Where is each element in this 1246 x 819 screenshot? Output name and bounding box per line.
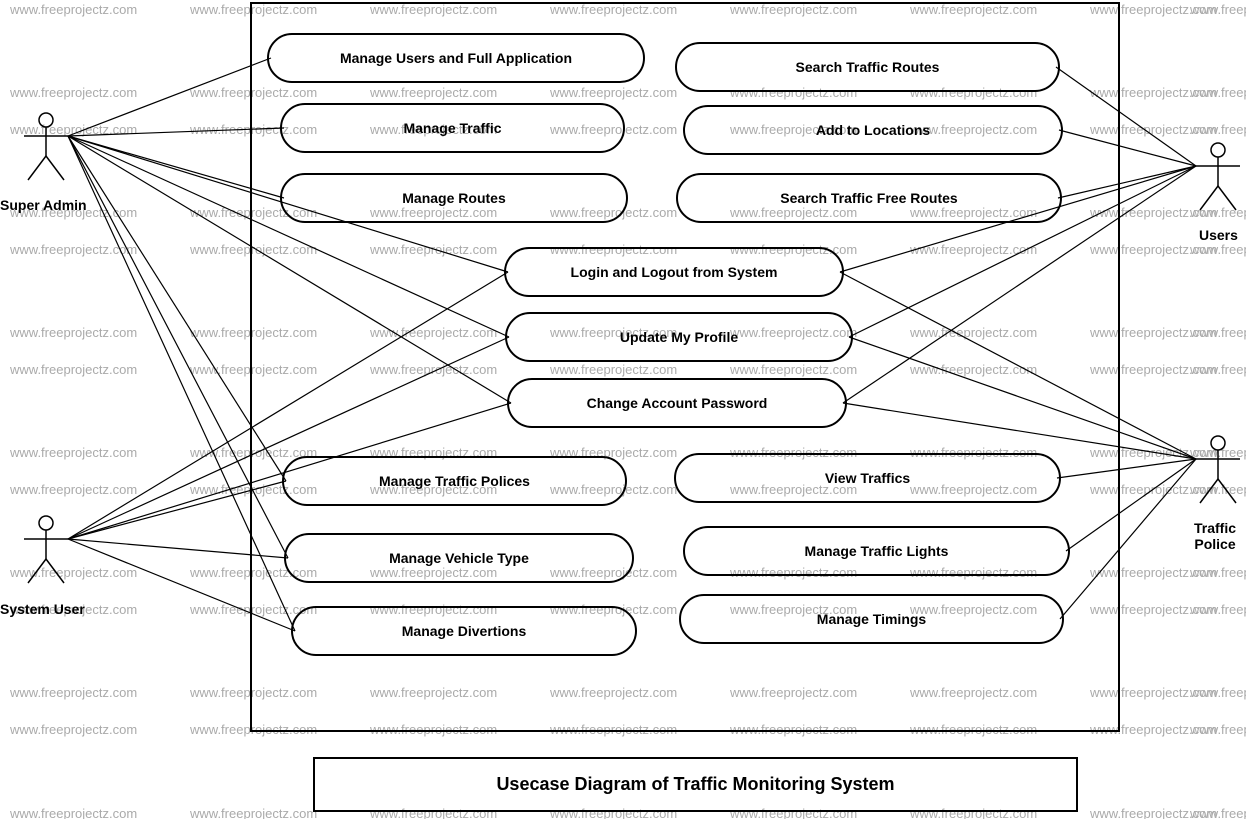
usecase-uc9: Change Account Password bbox=[507, 378, 847, 428]
actor-label-system-user: System User bbox=[0, 601, 85, 617]
actor-label-users: Users bbox=[1199, 227, 1238, 243]
usecase-uc2: Manage Traffic bbox=[280, 103, 625, 153]
watermark-text: www.freeprojectz.com bbox=[10, 445, 137, 460]
watermark-text: www.freeprojectz.com bbox=[1190, 325, 1246, 340]
watermark-text: www.freeprojectz.com bbox=[10, 806, 137, 819]
usecase-label: View Traffics bbox=[825, 470, 910, 486]
diagram-title: Usecase Diagram of Traffic Monitoring Sy… bbox=[496, 774, 894, 795]
usecase-label: Manage Routes bbox=[402, 190, 505, 206]
actor-super-admin bbox=[24, 113, 68, 180]
usecase-uc4: Search Traffic Routes bbox=[675, 42, 1060, 92]
watermark-text: www.freeprojectz.com bbox=[10, 482, 137, 497]
watermark-text: www.freeprojectz.com bbox=[1090, 806, 1217, 819]
usecase-uc5: Add to Locations bbox=[683, 105, 1063, 155]
watermark-text: www.freeprojectz.com bbox=[1190, 445, 1246, 460]
usecase-uc3: Manage Routes bbox=[280, 173, 628, 223]
actor-label-traffic-police: TrafficPolice bbox=[1194, 520, 1236, 552]
usecase-label: Search Traffic Free Routes bbox=[780, 190, 957, 206]
watermark-text: www.freeprojectz.com bbox=[10, 685, 137, 700]
actor-users bbox=[1196, 143, 1240, 210]
watermark-text: www.freeprojectz.com bbox=[10, 362, 137, 377]
usecase-label: Login and Logout from System bbox=[571, 264, 778, 280]
usecase-uc12: Manage Divertions bbox=[291, 606, 637, 656]
watermark-text: www.freeprojectz.com bbox=[10, 85, 137, 100]
watermark-text: www.freeprojectz.com bbox=[1190, 2, 1246, 17]
usecase-label: Manage Timings bbox=[817, 611, 926, 627]
usecase-label: Manage Traffic Polices bbox=[379, 473, 530, 489]
watermark-text: www.freeprojectz.com bbox=[1190, 122, 1246, 137]
watermark-text: www.freeprojectz.com bbox=[1190, 722, 1246, 737]
watermark-text: www.freeprojectz.com bbox=[10, 122, 137, 137]
watermark-text: www.freeprojectz.com bbox=[10, 242, 137, 257]
watermark-text: www.freeprojectz.com bbox=[1190, 685, 1246, 700]
watermark-text: www.freeprojectz.com bbox=[1190, 242, 1246, 257]
usecase-uc10: Manage Traffic Polices bbox=[282, 456, 627, 506]
usecase-uc13: View Traffics bbox=[674, 453, 1061, 503]
watermark-text: www.freeprojectz.com bbox=[1190, 205, 1246, 220]
connection-line bbox=[68, 58, 271, 136]
usecase-label: Manage Users and Full Application bbox=[340, 50, 572, 66]
usecase-label: Manage Vehicle Type bbox=[389, 550, 529, 566]
usecase-label: Change Account Password bbox=[587, 395, 768, 411]
usecase-uc8: Update My Profile bbox=[505, 312, 853, 362]
watermark-text: www.freeprojectz.com bbox=[1190, 85, 1246, 100]
usecase-label: Add to Locations bbox=[816, 122, 930, 138]
usecase-label: Manage Traffic bbox=[403, 120, 501, 136]
watermark-text: www.freeprojectz.com bbox=[1190, 482, 1246, 497]
usecase-label: Search Traffic Routes bbox=[796, 59, 940, 75]
watermark-text: www.freeprojectz.com bbox=[1190, 565, 1246, 580]
usecase-label: Manage Traffic Lights bbox=[805, 543, 949, 559]
usecase-label: Manage Divertions bbox=[402, 623, 526, 639]
usecase-label: Update My Profile bbox=[620, 329, 738, 345]
watermark-text: www.freeprojectz.com bbox=[1190, 362, 1246, 377]
watermark-text: www.freeprojectz.com bbox=[10, 565, 137, 580]
usecase-uc15: Manage Timings bbox=[679, 594, 1064, 644]
diagram-title-box: Usecase Diagram of Traffic Monitoring Sy… bbox=[313, 757, 1078, 812]
watermark-text: www.freeprojectz.com bbox=[10, 722, 137, 737]
usecase-uc1: Manage Users and Full Application bbox=[267, 33, 645, 83]
actor-traffic-police bbox=[1196, 436, 1240, 503]
actor-label-super-admin: Super Admin bbox=[0, 197, 87, 213]
usecase-uc6: Search Traffic Free Routes bbox=[676, 173, 1062, 223]
actor-system-user bbox=[24, 516, 68, 583]
usecase-uc14: Manage Traffic Lights bbox=[683, 526, 1070, 576]
watermark-text: www.freeprojectz.com bbox=[1190, 602, 1246, 617]
watermark-text: www.freeprojectz.com bbox=[10, 2, 137, 17]
watermark-text: www.freeprojectz.com bbox=[1190, 806, 1246, 819]
usecase-uc7: Login and Logout from System bbox=[504, 247, 844, 297]
watermark-text: www.freeprojectz.com bbox=[10, 325, 137, 340]
usecase-uc11: Manage Vehicle Type bbox=[284, 533, 634, 583]
watermark-text: www.freeprojectz.com bbox=[190, 806, 317, 819]
